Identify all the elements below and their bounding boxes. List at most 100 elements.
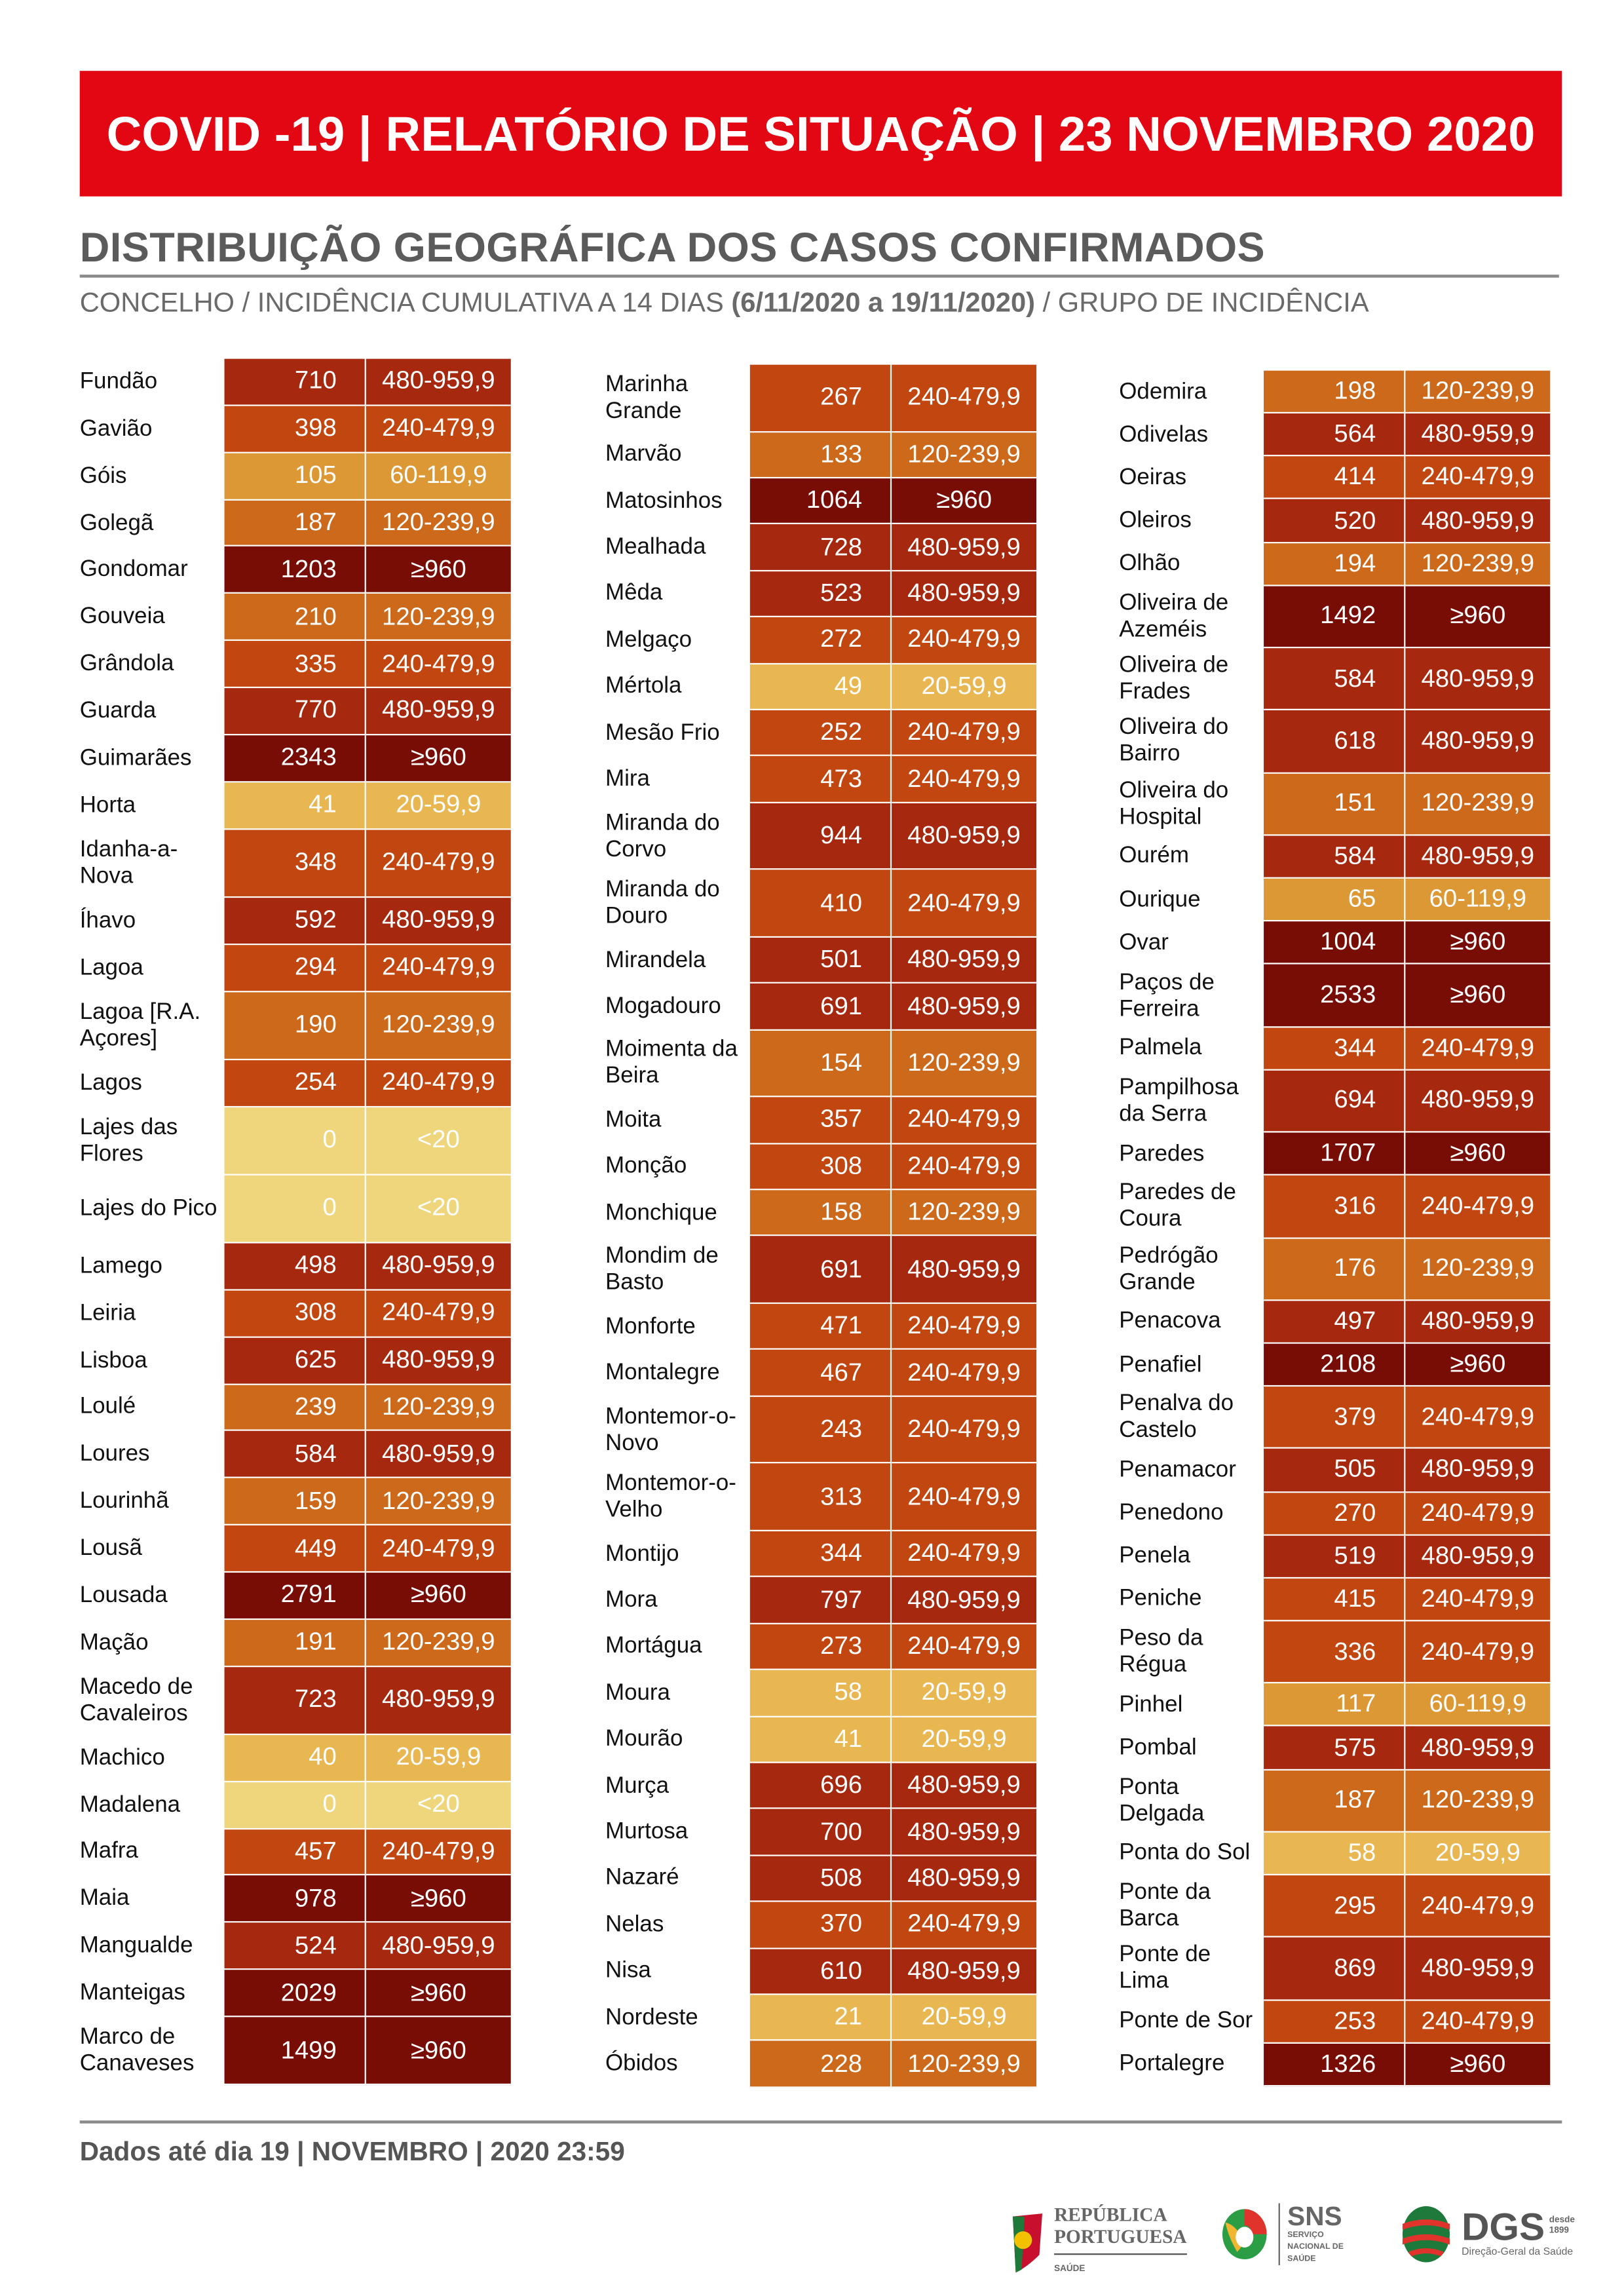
incidence-value: 414 <box>1264 457 1406 500</box>
incidence-value: 700 <box>749 1809 892 1856</box>
incidence-value: 41 <box>224 782 366 830</box>
table-row: Montemor-o- Velho 313 240-479,9 <box>605 1464 1042 1531</box>
incidence-value: 1326 <box>1264 2043 1406 2087</box>
municipality-name: Mora <box>605 1587 658 1613</box>
incidence-group: 240-479,9 <box>366 1829 511 1877</box>
incidence-group: 240-479,9 <box>1405 1621 1551 1684</box>
incidence-value: 497 <box>1264 1300 1406 1344</box>
section-title: DISTRIBUIÇÃO GEOGRÁFICA DOS CASOS CONFIR… <box>79 224 1266 271</box>
incidence-group: 60-119,9 <box>1405 879 1551 922</box>
table-row: Oliveira do Bairro 618 480-959,9 <box>1119 710 1556 774</box>
report-header: COVID -19 | RELATÓRIO DE SITUAÇÃO | 23 N… <box>79 71 1562 197</box>
table-row: Marco de Canaveses 1499 ≥960 <box>79 2017 517 2086</box>
incidence-group: 480-959,9 <box>1405 1070 1551 1133</box>
dgs-logo: DGS desde 1899 Direção-Geral da Saúde <box>1399 2203 1575 2265</box>
incidence-value: 348 <box>224 829 366 898</box>
table-row: Penedono 270 240-479,9 <box>1119 1492 1556 1536</box>
incidence-group: 120-239,9 <box>366 500 511 547</box>
table-row: Ponta Delgada 187 120-239,9 <box>1119 1770 1556 1833</box>
table-row: Oleiros 520 480-959,9 <box>1119 499 1556 543</box>
incidence-group: 120-239,9 <box>1405 1770 1551 1833</box>
incidence-group: 120-239,9 <box>1405 1238 1551 1301</box>
municipality-name: Ourique <box>1119 887 1201 912</box>
table-row: Lajes das Flores 0 <20 <box>80 1107 517 1176</box>
incidence-group: 480-959,9 <box>366 358 511 406</box>
incidence-group: ≥960 <box>1405 965 1551 1027</box>
municipality-name: Moimenta da Beira <box>605 1037 738 1089</box>
incidence-group: ≥960 <box>1405 1132 1551 1176</box>
logo-text: SNS <box>1287 2202 1342 2232</box>
municipality-name: Horta <box>79 792 136 818</box>
incidence-group: 480-959,9 <box>1405 1727 1551 1770</box>
incidence-group: 240-479,9 <box>1405 1875 1551 1938</box>
table-row: Íhavo 592 480-959,9 <box>80 897 517 945</box>
incidence-group: 240-479,9 <box>366 1060 511 1107</box>
incidence-value: 187 <box>224 500 366 547</box>
incidence-value: 691 <box>749 984 892 1031</box>
incidence-group: 240-479,9 <box>892 710 1037 757</box>
incidence-group: 240-479,9 <box>892 1097 1037 1144</box>
incidence-group: 20-59,9 <box>366 782 511 830</box>
municipality-name: Guimarães <box>79 745 192 771</box>
municipality-name: Ovar <box>1119 930 1169 955</box>
municipality-name: Ponte de Sor <box>1119 2008 1253 2034</box>
municipality-name: Lisboa <box>79 1347 147 1373</box>
table-row: Olhão 194 120-239,9 <box>1119 543 1556 586</box>
municipality-name: Gavião <box>79 416 153 442</box>
incidence-value: 398 <box>224 406 366 453</box>
municipality-name: Oliveira do Hospital <box>1119 778 1229 830</box>
municipality-name: Murça <box>605 1772 670 1799</box>
municipality-name: Guarda <box>79 698 157 724</box>
incidence-group: 240-479,9 <box>1405 1176 1551 1238</box>
incidence-group: 120-239,9 <box>366 1384 511 1432</box>
municipality-name: Odivelas <box>1119 421 1209 448</box>
table-row: Oliveira de Frades 584 480-959,9 <box>1119 648 1556 711</box>
municipality-name: Peniche <box>1119 1586 1202 1612</box>
municipality-column-2: Marinha Grande 267 240-479,9 Marvão 133 120-2… <box>605 364 1042 2088</box>
incidence-group: 480-959,9 <box>1405 648 1551 711</box>
municipality-name: Maia <box>79 1886 130 1911</box>
incidence-value: 308 <box>224 1290 366 1337</box>
incidence-value: 159 <box>224 1478 366 1526</box>
incidence-group: 240-479,9 <box>892 1624 1037 1671</box>
incidence-value: 267 <box>749 364 892 432</box>
table-row: Pampilhosa da Serra 694 480-959,9 <box>1119 1070 1556 1133</box>
table-row: Mogadouro 691 480-959,9 <box>605 984 1042 1031</box>
incidence-value: 524 <box>224 1923 366 1970</box>
table-row: Ponta do Sol 58 20-59,9 <box>1119 1832 1556 1876</box>
municipality-name: Grândola <box>79 651 174 677</box>
municipality-name: Olhão <box>1119 551 1180 577</box>
incidence-value: 1492 <box>1264 586 1406 649</box>
incidence-group: 480-959,9 <box>366 1923 511 1970</box>
incidence-group: 480-959,9 <box>1405 1535 1551 1578</box>
incidence-group: 240-479,9 <box>1405 1492 1551 1536</box>
logo-subtext: SAÚDE <box>1054 2253 1187 2282</box>
incidence-value: 2029 <box>224 1970 366 2018</box>
incidence-group: 240-479,9 <box>1405 457 1551 500</box>
incidence-group: ≥960 <box>1405 1343 1551 1387</box>
incidence-value: 187 <box>1264 1770 1406 1833</box>
incidence-group: 20-59,9 <box>892 1716 1037 1763</box>
municipality-name: Mortágua <box>605 1634 702 1659</box>
table-row: Lajes do Pico 0 <20 <box>79 1175 517 1244</box>
incidence-group: 480-959,9 <box>892 937 1037 984</box>
table-row: Penacova 497 480-959,9 <box>1119 1300 1556 1344</box>
incidence-group: 480-959,9 <box>1405 710 1551 774</box>
municipality-name: Penacova <box>1119 1309 1221 1334</box>
incidence-value: 190 <box>224 991 366 1060</box>
incidence-value: 797 <box>749 1577 892 1624</box>
municipality-name: Penalva do Castelo <box>1119 1391 1234 1444</box>
incidence-group: ≥960 <box>366 735 511 782</box>
logo-subtext: Direção-Geral da Saúde <box>1462 2247 1574 2258</box>
municipality-name: Marco de Canaveses <box>79 2024 195 2076</box>
incidence-group: <20 <box>366 1107 511 1176</box>
municipality-name: Marvão <box>605 442 682 467</box>
incidence-group: 120-239,9 <box>1405 370 1551 414</box>
incidence-group: 20-59,9 <box>892 664 1037 710</box>
incidence-value: 151 <box>1264 773 1406 836</box>
incidence-group: 240-479,9 <box>892 1531 1037 1578</box>
incidence-value: 410 <box>749 870 892 938</box>
municipality-name: Lajes do Pico <box>79 1196 217 1221</box>
municipality-name: Mondim de Basto <box>605 1244 719 1295</box>
municipality-name: Pombal <box>1119 1735 1197 1761</box>
